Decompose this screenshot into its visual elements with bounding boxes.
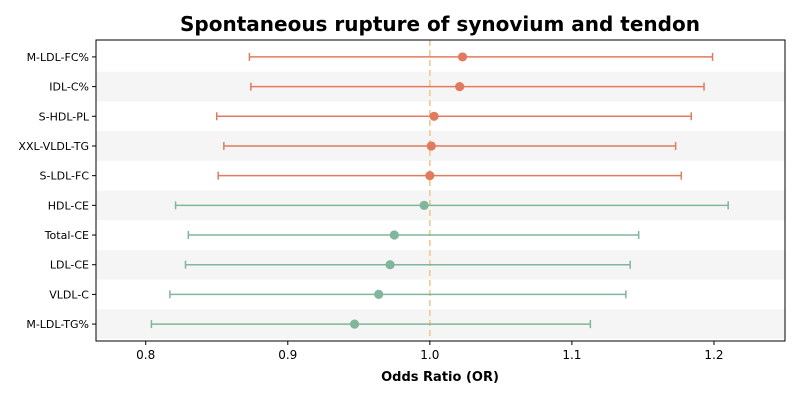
forest-row <box>250 82 705 92</box>
plot-frame <box>95 39 786 342</box>
data-marks <box>150 52 729 329</box>
y-tick-label: S-LDL-FC <box>40 170 90 183</box>
forest-row <box>184 260 631 270</box>
y-tick-label: M-LDL-TG% <box>26 318 89 331</box>
odds-ratio-point <box>419 200 429 210</box>
x-tick-label: 1.0 <box>420 348 439 362</box>
x-tick-label: 0.8 <box>136 348 155 362</box>
forest-row <box>216 111 692 121</box>
odds-ratio-point <box>374 289 384 299</box>
forest-row <box>174 200 729 210</box>
forest-row <box>169 289 627 299</box>
odds-ratio-point <box>349 319 360 329</box>
forest-row <box>217 171 683 181</box>
y-axis-labels: M-LDL-FC% IDL-C% S-HDL-PL XXL-VLDL-TG S-LDL-… <box>18 51 96 331</box>
forest-row <box>150 319 592 329</box>
x-axis: 0.8 0.9 1.0 1.1 1.2 <box>136 341 724 362</box>
x-tick-label: 0.9 <box>278 348 297 362</box>
forest-row <box>187 230 640 240</box>
odds-ratio-point <box>457 52 468 62</box>
odds-ratio-point <box>455 82 465 92</box>
y-tick-label: Total-CE <box>44 229 89 242</box>
odds-ratio-point <box>385 260 395 270</box>
y-tick-label: S-HDL-PL <box>39 110 90 123</box>
odds-ratio-point <box>429 111 439 121</box>
chart-title: Spontaneous rupture of synovium and tend… <box>180 12 700 36</box>
odds-ratio-point <box>389 230 399 240</box>
y-tick-label: M-LDL-FC% <box>27 51 89 64</box>
odds-ratio-point <box>426 141 436 151</box>
y-tick-label: IDL-C% <box>49 81 89 94</box>
y-tick-label: HDL-CE <box>48 199 89 212</box>
x-tick-label: 1.1 <box>562 348 581 362</box>
y-tick-label: XXL-VLDL-TG <box>18 140 89 153</box>
forest-row <box>223 141 677 151</box>
odds-ratio-point <box>425 171 435 181</box>
y-tick-label: LDL-CE <box>50 259 89 272</box>
x-tick-label: 1.2 <box>704 348 723 362</box>
y-tick-label: VLDL-C <box>49 288 89 301</box>
forest-row <box>248 52 714 62</box>
x-axis-label: Odds Ratio (OR) <box>381 370 499 385</box>
